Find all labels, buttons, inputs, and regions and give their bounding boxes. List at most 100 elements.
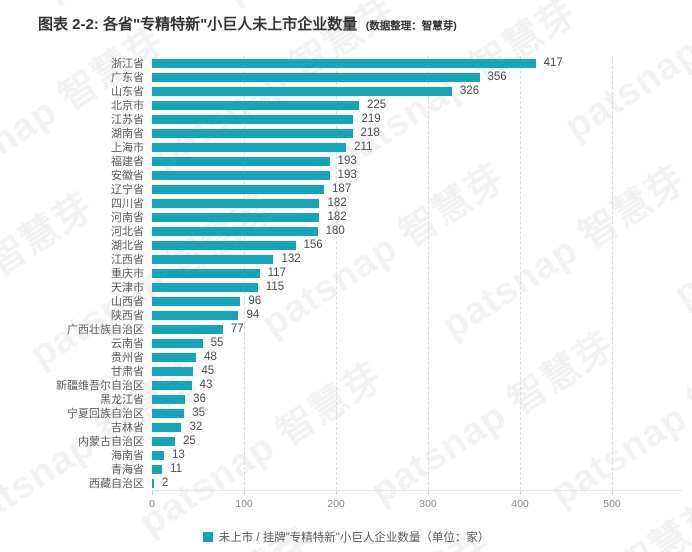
bar-row: 海南省 13: [0, 448, 692, 462]
axis-tick-label: 300: [419, 498, 437, 510]
axis-tick-mark: [244, 491, 245, 495]
category-label: 重庆市: [111, 268, 144, 280]
bar-track: 45: [152, 364, 692, 378]
bar-track: 182: [152, 196, 692, 210]
category-label: 江苏省: [111, 114, 144, 126]
data-source-note: (数据整理：智慧芽): [365, 20, 457, 32]
value-label: 94: [246, 309, 260, 321]
value-label: 180: [325, 225, 345, 237]
value-label: 115: [265, 281, 285, 293]
axis-tick-mark: [336, 491, 337, 495]
bar-row: 山西省 96: [0, 294, 692, 308]
legend-swatch-icon: [202, 532, 213, 542]
bar: [152, 422, 182, 432]
category-label: 浙江省: [111, 58, 144, 70]
bar-row: 黑龙江省 36: [0, 392, 692, 406]
bar: [152, 114, 354, 124]
bar-track: 117: [152, 266, 692, 280]
value-label: 193: [337, 155, 357, 167]
bar-row: 四川省 182: [0, 196, 692, 210]
axis-tick-mark: [428, 491, 429, 495]
bar-row: 陕西省 94: [0, 308, 692, 322]
bar-row: 湖南省 218: [0, 126, 692, 140]
category-label: 黑龙江省: [100, 394, 144, 406]
bar: [152, 72, 480, 82]
bar-row: 青海省 11: [0, 462, 692, 476]
value-label: 326: [459, 85, 480, 97]
value-label: 211: [354, 141, 373, 153]
bar-track: 156: [152, 238, 692, 252]
bar-track: 417: [152, 56, 692, 70]
bar-row: 浙江省 417: [0, 56, 692, 70]
bar: [152, 268, 260, 278]
axis-tick-mark: [520, 491, 521, 495]
category-label: 广西壮族自治区: [67, 324, 144, 336]
value-label: 132: [281, 253, 301, 265]
bar: [152, 100, 359, 110]
value-label: 32: [189, 421, 203, 433]
bar-track: 2: [152, 476, 692, 490]
value-label: 11: [170, 463, 183, 475]
value-label: 2: [161, 477, 169, 489]
bar: [152, 352, 197, 362]
category-label: 内蒙古自治区: [78, 436, 144, 448]
axis-tick-label: 500: [603, 498, 621, 510]
axis-tick-label: 100: [235, 498, 253, 510]
category-label: 贵州省: [111, 352, 144, 364]
bar: [152, 282, 258, 292]
value-label: 187: [332, 183, 352, 195]
value-label: 219: [361, 113, 381, 125]
value-label: 48: [204, 351, 217, 363]
bar-row: 福建省 193: [0, 154, 692, 168]
bar-row: 广东省 356: [0, 70, 692, 84]
bar-row: 新疆维吾尔自治区 43: [0, 378, 692, 392]
bar: [152, 380, 192, 390]
value-label: 43: [199, 379, 213, 391]
bar-row: 湖北省 156: [0, 238, 692, 252]
category-label: 江西省: [111, 254, 144, 266]
value-label: 156: [303, 239, 323, 251]
bar-track: 132: [152, 252, 692, 266]
value-label: 36: [193, 393, 206, 405]
bar-row: 内蒙古自治区 25: [0, 434, 692, 448]
chart-title-row: 图表 2-2: 各省"专精特新"小巨人未上市企业数量 (数据整理：智慧芽): [0, 0, 692, 34]
category-label: 宁夏回族自治区: [67, 408, 144, 420]
axis-tick-mark: [612, 491, 613, 495]
bar: [152, 198, 320, 208]
gridline-300: [428, 56, 429, 490]
bar: [152, 436, 175, 446]
bar-rows: 浙江省 417 广东省 356 山东省 326 北京市 225 江苏省 219 湖南省 218 上海市 2…: [0, 56, 692, 490]
bar-track: 225: [152, 98, 692, 112]
value-label: 193: [337, 169, 357, 181]
category-label: 新疆维吾尔自治区: [56, 380, 144, 392]
bar: [152, 254, 274, 264]
category-label: 天津市: [111, 282, 144, 294]
bar: [152, 478, 154, 488]
bar: [152, 142, 347, 152]
bar-row: 广西壮族自治区 77: [0, 322, 692, 336]
category-label: 西藏自治区: [89, 478, 144, 490]
bar: [152, 464, 163, 474]
bar-row: 河南省 182: [0, 210, 692, 224]
axis-tick-label: 0: [149, 498, 155, 510]
bar: [152, 338, 203, 348]
bar: [152, 310, 239, 320]
category-label: 北京市: [111, 100, 144, 112]
bar-track: 193: [152, 154, 692, 168]
bar-track: 55: [152, 336, 692, 350]
bar-track: 356: [152, 70, 692, 84]
value-label: 417: [543, 57, 563, 69]
gridline-400: [520, 56, 521, 490]
bar: [152, 450, 164, 460]
bar-track: 182: [152, 210, 692, 224]
bar-track: 77: [152, 322, 692, 336]
bar: [152, 296, 241, 306]
value-label: 225: [367, 99, 387, 111]
bar: [152, 86, 452, 96]
category-label: 广东省: [111, 72, 144, 84]
legend: 未上市 / 挂牌"专精特新"小巨人企业数量（单位：家）: [0, 529, 692, 545]
bar-track: 11: [152, 462, 692, 476]
category-label: 山东省: [111, 86, 144, 98]
bar-track: 326: [152, 84, 692, 98]
gridline-200: [336, 56, 337, 490]
